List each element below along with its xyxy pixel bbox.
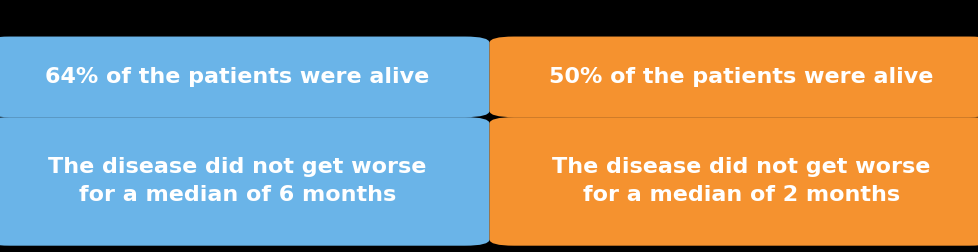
Text: 50% of the patients were alive: 50% of the patients were alive: [549, 67, 933, 87]
FancyBboxPatch shape: [0, 37, 489, 117]
Text: The disease did not get worse
for a median of 2 months: The disease did not get worse for a medi…: [552, 158, 930, 205]
FancyBboxPatch shape: [489, 117, 978, 246]
Text: The disease did not get worse
for a median of 6 months: The disease did not get worse for a medi…: [48, 158, 426, 205]
FancyBboxPatch shape: [489, 37, 978, 117]
Text: 64% of the patients were alive: 64% of the patients were alive: [45, 67, 429, 87]
FancyBboxPatch shape: [0, 117, 489, 246]
